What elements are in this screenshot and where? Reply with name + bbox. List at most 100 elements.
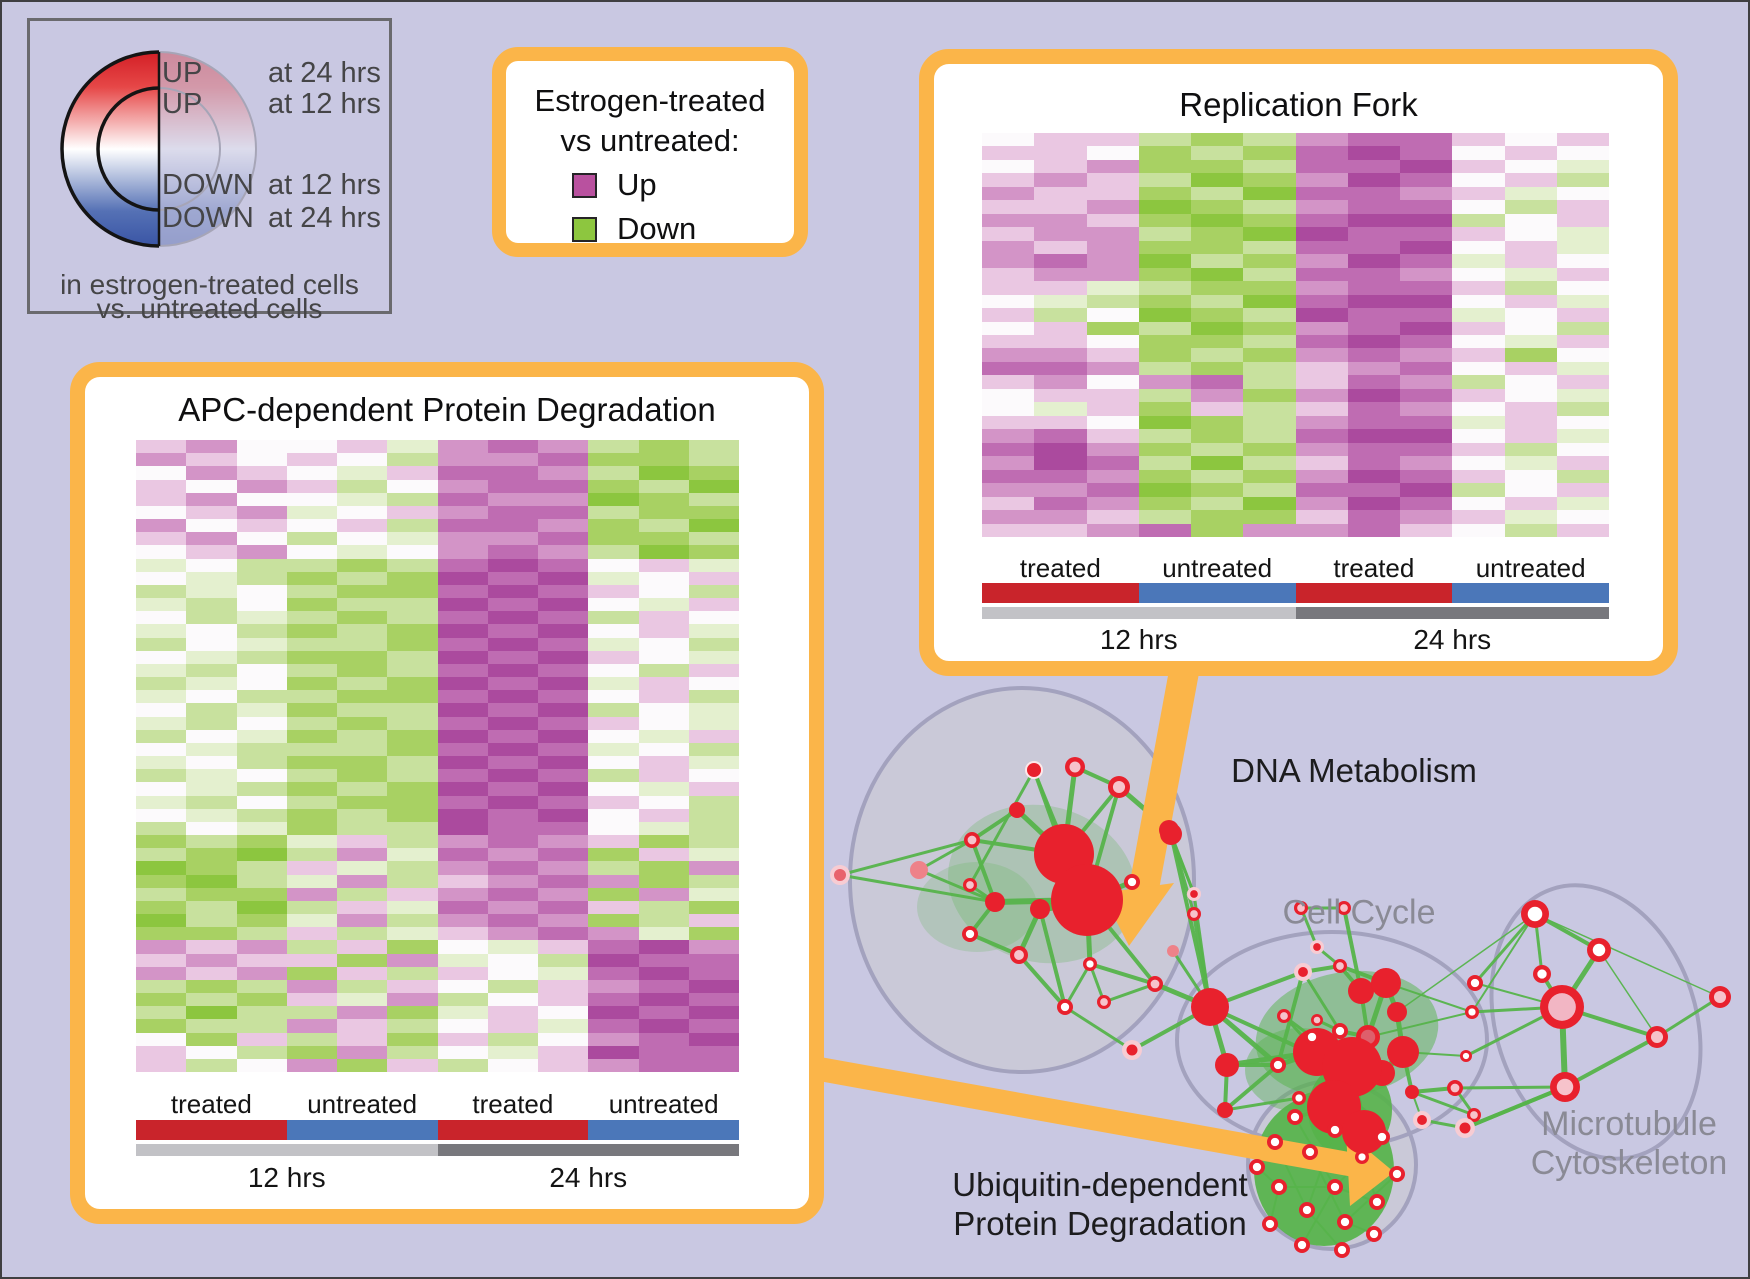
heatmap-cell	[1295, 240, 1348, 255]
heatmap-cell	[588, 769, 639, 783]
heatmap-cell	[1452, 281, 1505, 295]
heatmap-cell	[136, 821, 187, 835]
apc-heatmap	[136, 440, 739, 1072]
heatmap-cell	[638, 861, 689, 875]
heatmap-cell	[286, 637, 337, 651]
heatmap-cell	[337, 795, 388, 809]
heatmap-cell	[437, 690, 488, 704]
heatmap-cell	[136, 663, 187, 677]
heatmap-cell	[286, 466, 337, 480]
heatmap-cell	[186, 808, 237, 822]
heatmap-cell	[437, 453, 488, 467]
heatmap-cell	[136, 716, 187, 730]
heatmap-cell	[437, 729, 488, 743]
heatmap-cell	[638, 914, 689, 928]
heatmap-cell	[1295, 402, 1348, 416]
heatmap-cell	[387, 532, 438, 546]
heatmap-cell	[638, 900, 689, 914]
heatmap-cell	[1243, 267, 1296, 282]
heatmap-cell	[136, 742, 187, 756]
network-node-core	[1100, 998, 1108, 1006]
heatmap-cell	[286, 979, 337, 993]
network-node-core	[1358, 1153, 1366, 1161]
heatmap-cell	[638, 505, 689, 519]
heatmap-cell	[487, 848, 538, 862]
heatmap-cell	[236, 690, 287, 704]
heatmap-cell	[538, 637, 589, 651]
heatmap-cell	[1556, 254, 1609, 268]
heatmap-cell	[588, 782, 639, 796]
network-node-core	[1069, 761, 1081, 773]
heatmap-cell	[487, 940, 538, 954]
heatmap-cell	[186, 677, 237, 691]
heatmap-cell	[236, 677, 287, 691]
heatmap-cell	[688, 874, 739, 888]
heatmap-cell	[538, 979, 589, 993]
heatmap-cell	[1347, 281, 1400, 295]
network-node	[1348, 978, 1374, 1004]
heatmap-cell	[588, 1032, 639, 1046]
heatmap-cell	[236, 914, 287, 928]
heatmap-cell	[387, 861, 438, 875]
heatmap-cell	[186, 979, 237, 993]
heatmap-cell	[1400, 429, 1453, 443]
heatmap-cell	[387, 505, 438, 519]
heatmap-cell	[437, 611, 488, 625]
network-node-core	[1340, 904, 1348, 912]
heatmap-cell	[387, 611, 438, 625]
heatmap-cell	[588, 1058, 639, 1072]
heatmap-cell	[1400, 146, 1453, 160]
heatmap-cell	[688, 571, 739, 585]
heatmap-cell	[982, 254, 1035, 268]
network-node-core	[1377, 1132, 1387, 1142]
heatmap-cell	[437, 848, 488, 862]
heatmap-cell	[588, 993, 639, 1007]
heatmap-cell	[1347, 429, 1400, 443]
heatmap-cell	[286, 453, 337, 467]
heatmap-cell	[487, 650, 538, 664]
heatmap-cell	[487, 519, 538, 533]
heatmap-cell	[186, 1006, 237, 1020]
heatmap-cell	[1556, 442, 1609, 457]
heatmap-cell	[638, 1045, 689, 1059]
group-label: treated	[1019, 553, 1101, 583]
heatmap-cell	[286, 571, 337, 585]
heatmap-cell	[1504, 334, 1557, 349]
heatmap-cell	[337, 690, 388, 704]
network-node-core	[1650, 1030, 1664, 1044]
heatmap-cell	[186, 848, 237, 862]
heatmap-cell	[487, 729, 538, 743]
heatmap-cell	[286, 479, 337, 493]
network-node-core	[967, 835, 977, 845]
updown-color-legend: Estrogen-treated vs untreated: Up Down	[492, 47, 808, 257]
heatmap-cell	[1138, 186, 1191, 201]
heatmap-cell	[236, 1019, 287, 1033]
heatmap-cell	[982, 496, 1035, 511]
heatmap-cell	[286, 848, 337, 862]
heatmap-cell	[387, 927, 438, 941]
heatmap-cell	[1086, 146, 1139, 160]
heatmap-cell	[487, 716, 538, 730]
heatmap-cell	[236, 663, 287, 677]
ring-dir-label: UP	[162, 88, 203, 120]
heatmap-cell	[236, 650, 287, 664]
heatmap-cell	[437, 677, 488, 691]
heatmap-cell	[1504, 523, 1557, 537]
heatmap-cell	[982, 388, 1035, 403]
heatmap-cell	[136, 519, 187, 533]
heatmap-cell	[387, 690, 438, 704]
heatmap-cell	[236, 558, 287, 572]
heatmap-cell	[1243, 227, 1296, 241]
heatmap-cell	[688, 453, 739, 467]
heatmap-cell	[337, 703, 388, 717]
heatmap-cell	[387, 453, 438, 467]
heatmap-cell	[1243, 159, 1296, 174]
heatmap-cell	[688, 519, 739, 533]
heatmap-cell	[588, 887, 639, 901]
heatmap-cell	[1504, 146, 1557, 160]
heatmap-cell	[1295, 361, 1348, 376]
heatmap-cell	[337, 848, 388, 862]
network-node-core	[1468, 1008, 1476, 1016]
untreated-bar	[1452, 583, 1609, 603]
heatmap-cell	[236, 1058, 287, 1072]
